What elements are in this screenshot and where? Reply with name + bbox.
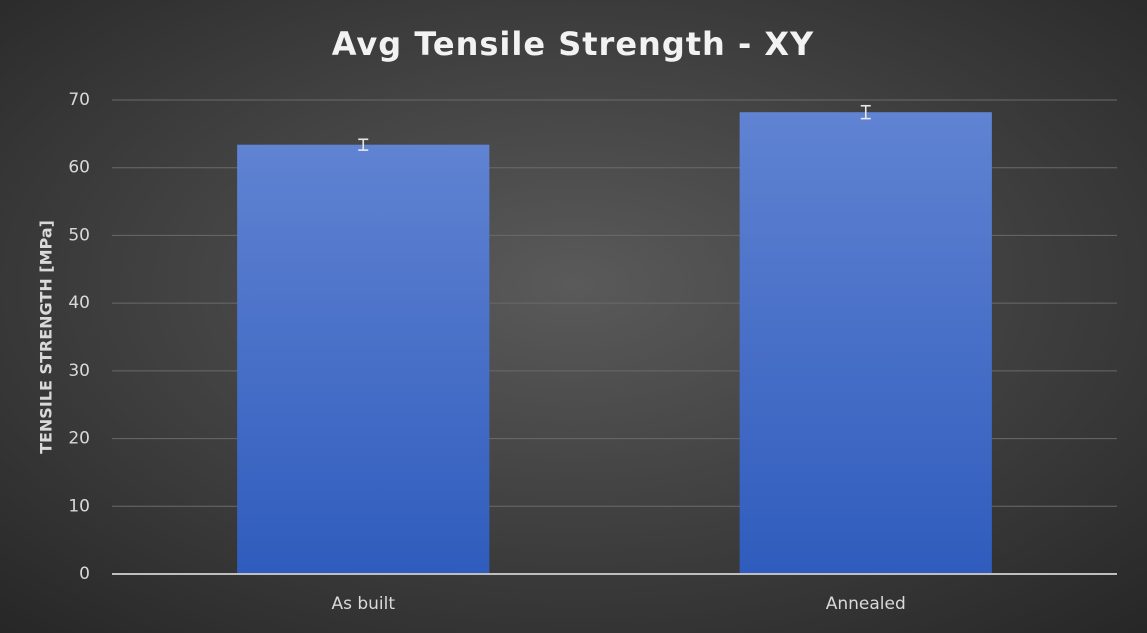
x-tick-label: Annealed (826, 594, 906, 614)
y-tick-label: 0 (79, 564, 90, 584)
x-tick-label: As built (331, 594, 395, 614)
error-bar (358, 138, 369, 151)
y-tick-label: 70 (68, 90, 90, 110)
bar (739, 112, 992, 574)
chart-title: Avg Tensile Strength - XY (332, 25, 814, 63)
y-tick-label: 20 (68, 429, 90, 449)
y-tick-label: 60 (68, 158, 90, 178)
y-axis-label: TENSILE STRENGTH [MPa] (37, 220, 56, 454)
y-tick-label: 40 (68, 293, 90, 313)
y-tick-label: 50 (68, 225, 90, 245)
bar (237, 144, 490, 575)
y-tick-label: 30 (68, 361, 90, 381)
y-tick-label: 10 (68, 496, 90, 516)
error-bar (860, 104, 871, 120)
